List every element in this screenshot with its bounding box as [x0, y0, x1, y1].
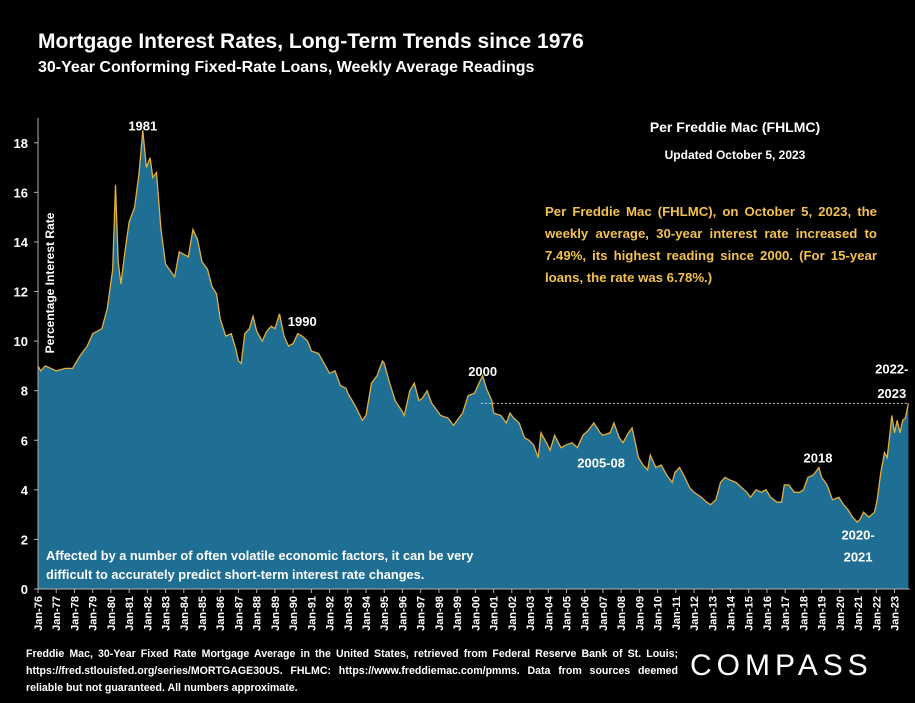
x-tick-label: Jan-88: [252, 596, 264, 631]
x-tick-label: Jan-97: [416, 596, 428, 631]
x-tick-label: Jan-23: [890, 596, 902, 631]
annotation-label: 2023: [877, 386, 906, 401]
source-box-updated: Updated October 5, 2023: [664, 148, 806, 162]
x-tick-label: Jan-98: [434, 596, 446, 631]
x-tick-label: Jan-76: [33, 596, 45, 631]
x-tick-label: Jan-11: [671, 596, 683, 630]
x-tick-label: Jan-17: [780, 596, 792, 631]
annotation-label: 2022-: [875, 361, 908, 376]
y-tick-label: 8: [21, 384, 28, 399]
x-tick-label: Jan-86: [215, 596, 227, 631]
footer-source: Freddie Mac, 30-Year Fixed Rate Mortgage…: [26, 648, 678, 694]
annotation-label: 2000: [468, 364, 497, 379]
annotation-label: 2018: [804, 451, 833, 466]
note-text: Affected by a number of often volatile e…: [46, 548, 474, 582]
callout-text: Per Freddie Mac (FHLMC), on October 5, 2…: [545, 204, 877, 285]
x-tick-label: Jan-14: [726, 595, 738, 631]
x-tick-label: Jan-96: [398, 596, 410, 631]
annotation-label: 2020-: [841, 527, 874, 542]
x-tick-label: Jan-85: [197, 596, 209, 631]
annotation-label: 1990: [288, 314, 317, 329]
x-tick-label: Jan-20: [835, 596, 847, 631]
x-tick-label: Jan-80: [106, 596, 118, 631]
x-tick-label: Jan-09: [634, 596, 646, 631]
source-box-title: Per Freddie Mac (FHLMC): [649, 119, 821, 135]
x-tick-label: Jan-78: [69, 596, 81, 631]
x-tick-label: Jan-90: [288, 596, 300, 631]
x-tick-label: Jan-87: [234, 596, 246, 631]
x-tick-label: Jan-10: [653, 596, 665, 631]
x-tick-label: Jan-79: [88, 596, 100, 631]
x-tick-label: Jan-06: [580, 596, 592, 631]
x-tick-label: Jan-95: [379, 596, 391, 631]
x-tick-label: Jan-92: [325, 596, 337, 631]
x-tick-label: Jan-93: [343, 596, 355, 631]
x-tick-label: Jan-08: [616, 596, 628, 631]
chart-subtitle: 30-Year Conforming Fixed-Rate Loans, Wee…: [38, 59, 535, 76]
compass-logo: COMPASS: [690, 649, 873, 682]
x-tick-label: Jan-03: [525, 596, 537, 631]
x-tick-label: Jan-22: [871, 596, 883, 631]
x-tick-label: Jan-83: [161, 596, 173, 631]
x-tick-label: Jan-01: [489, 596, 501, 631]
x-tick-label: Jan-89: [270, 596, 282, 631]
x-tick-label: Jan-99: [452, 596, 464, 631]
x-tick-label: Jan-02: [507, 596, 519, 631]
x-tick-label: Jan-21: [853, 596, 865, 631]
x-tick-label: Jan-07: [598, 596, 610, 631]
rate-line: [37, 130, 910, 524]
y-tick-label: 0: [21, 582, 28, 597]
x-tick-label: Jan-81: [124, 596, 136, 631]
y-tick-label: 4: [21, 483, 29, 498]
x-tick-label: Jan-91: [306, 596, 318, 631]
y-axis-label: Percentage Interest Rate: [43, 212, 57, 353]
y-tick-label: 6: [21, 433, 28, 448]
y-tick-label: 12: [14, 285, 28, 300]
x-tick-label: Jan-94: [361, 595, 373, 631]
x-tick-label: Jan-82: [142, 596, 154, 631]
x-tick-label: Jan-18: [798, 596, 810, 631]
x-tick-label: Jan-84: [179, 595, 191, 631]
annotation-label: 2005-08: [577, 456, 625, 471]
y-tick-label: 2: [21, 532, 28, 547]
x-tick-label: Jan-19: [817, 596, 829, 631]
x-tick-label: Jan-05: [562, 596, 574, 631]
y-tick-label: 10: [14, 334, 28, 349]
x-tick-label: Jan-77: [51, 596, 63, 631]
x-tick-label: Jan-12: [689, 596, 701, 631]
annotation-label: 2021: [844, 550, 873, 565]
y-tick-label: 16: [14, 185, 28, 200]
x-tick-label: Jan-04: [543, 595, 555, 631]
chart-title: Mortgage Interest Rates, Long-Term Trend…: [38, 30, 584, 53]
x-tick-label: Jan-15: [744, 596, 756, 631]
annotation-label: 1981: [128, 118, 157, 133]
rate-area: [38, 130, 909, 589]
x-tick-label: Jan-16: [762, 596, 774, 631]
y-tick-label: 18: [14, 136, 28, 151]
x-tick-label: Jan-00: [470, 596, 482, 631]
x-tick-label: Jan-13: [707, 596, 719, 631]
y-tick-label: 14: [14, 235, 29, 250]
